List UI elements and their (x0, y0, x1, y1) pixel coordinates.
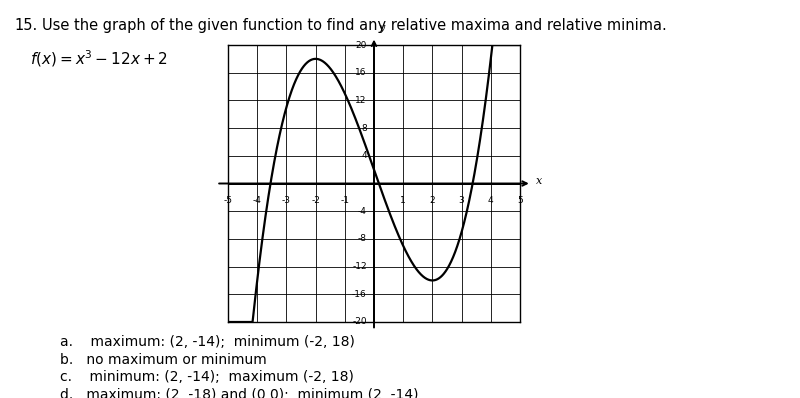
Text: Use the graph of the given function to find any relative maxima and relative min: Use the graph of the given function to f… (42, 18, 666, 33)
Text: 12: 12 (355, 96, 366, 105)
Text: y: y (378, 23, 385, 33)
Text: 20: 20 (355, 41, 366, 49)
Text: -20: -20 (352, 318, 366, 326)
Text: 5: 5 (517, 196, 523, 205)
Text: -2: -2 (311, 196, 320, 205)
Text: -4: -4 (358, 207, 366, 216)
Text: d.   maximum: (2, -18) and (0,0);  minimum (2, -14): d. maximum: (2, -18) and (0,0); minimum … (60, 388, 418, 398)
Text: -5: -5 (223, 196, 233, 205)
Text: -16: -16 (352, 290, 366, 299)
Text: 1: 1 (400, 196, 406, 205)
Text: -4: -4 (253, 196, 262, 205)
Text: -1: -1 (340, 196, 350, 205)
Text: -3: -3 (282, 196, 291, 205)
Text: $f(x) = x^3 - 12x + 2$: $f(x) = x^3 - 12x + 2$ (30, 48, 168, 69)
Text: 2: 2 (430, 196, 435, 205)
Text: 16: 16 (355, 68, 366, 77)
Text: -12: -12 (352, 262, 366, 271)
Text: 3: 3 (458, 196, 465, 205)
Text: 4: 4 (488, 196, 494, 205)
Text: x: x (536, 176, 542, 186)
Text: a.    maximum: (2, -14);  minimum (-2, 18): a. maximum: (2, -14); minimum (-2, 18) (60, 335, 355, 349)
Text: 15.: 15. (14, 18, 38, 33)
Text: c.    minimum: (2, -14);  maximum (-2, 18): c. minimum: (2, -14); maximum (-2, 18) (60, 370, 354, 384)
Text: -8: -8 (358, 234, 366, 244)
Text: 4: 4 (361, 151, 366, 160)
Text: 8: 8 (361, 124, 366, 133)
Text: b.   no maximum or minimum: b. no maximum or minimum (60, 353, 266, 367)
